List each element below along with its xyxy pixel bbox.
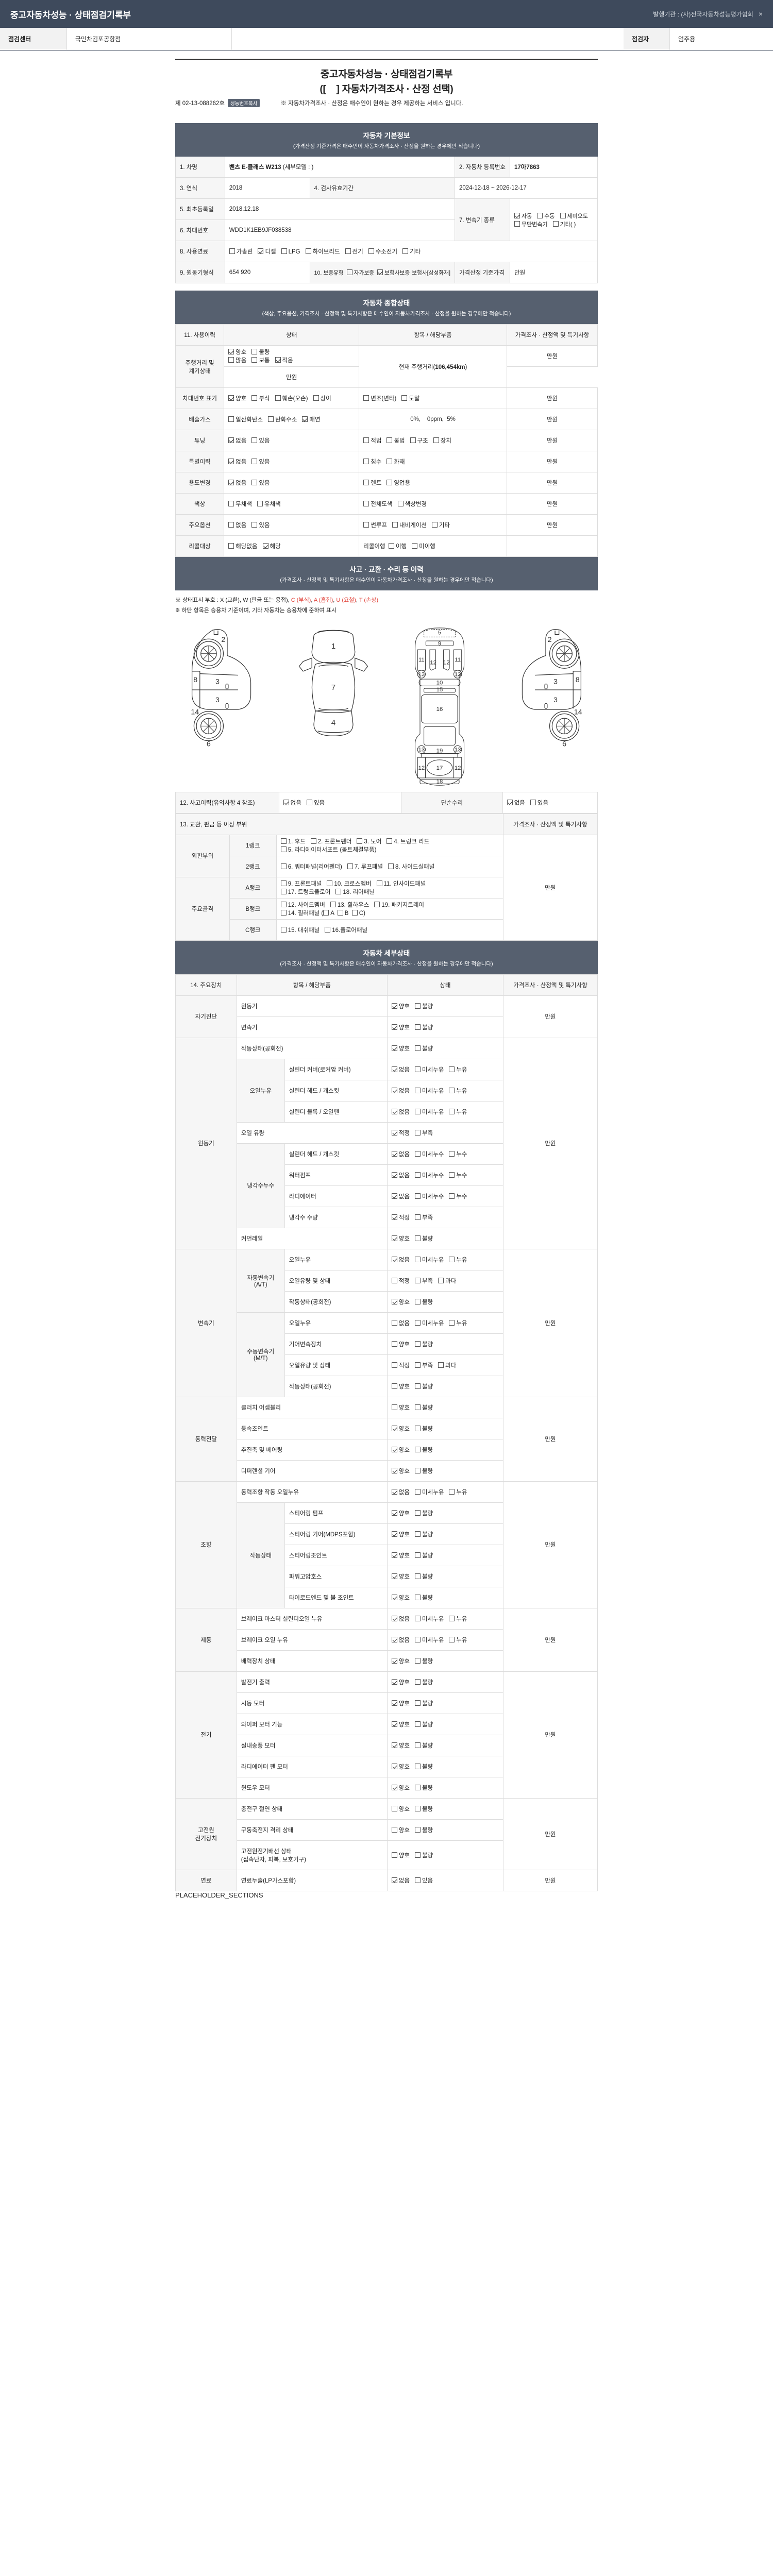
- svg-text:2: 2: [548, 635, 552, 643]
- svg-text:10: 10: [436, 680, 443, 686]
- svg-text:13: 13: [455, 747, 461, 753]
- svg-text:9: 9: [438, 640, 441, 647]
- svg-text:6: 6: [207, 740, 211, 748]
- svg-text:12: 12: [418, 765, 425, 771]
- svg-text:13: 13: [455, 671, 461, 677]
- svg-text:12: 12: [455, 765, 461, 771]
- svg-text:11: 11: [418, 656, 425, 663]
- svg-text:17: 17: [436, 765, 443, 771]
- svg-text:12: 12: [430, 659, 436, 666]
- svg-text:4: 4: [331, 718, 335, 727]
- svg-text:2: 2: [221, 635, 225, 643]
- svg-text:13: 13: [418, 671, 425, 677]
- svg-text:5: 5: [438, 630, 441, 636]
- svg-text:19: 19: [436, 748, 443, 754]
- svg-text:16: 16: [436, 706, 443, 712]
- svg-text:18: 18: [436, 778, 443, 785]
- svg-text:15: 15: [436, 686, 443, 692]
- svg-text:8: 8: [576, 675, 580, 684]
- svg-text:3: 3: [553, 696, 558, 704]
- svg-text:6: 6: [562, 740, 566, 748]
- svg-text:11: 11: [455, 656, 461, 663]
- svg-text:14: 14: [191, 708, 199, 716]
- svg-text:7: 7: [331, 683, 335, 692]
- svg-text:3: 3: [215, 677, 220, 686]
- svg-text:12: 12: [443, 659, 450, 666]
- svg-text:8: 8: [193, 675, 197, 684]
- svg-text:14: 14: [574, 708, 582, 716]
- svg-text:3: 3: [553, 677, 558, 686]
- svg-text:13: 13: [418, 747, 425, 753]
- svg-text:1: 1: [331, 642, 335, 651]
- svg-text:3: 3: [215, 696, 220, 704]
